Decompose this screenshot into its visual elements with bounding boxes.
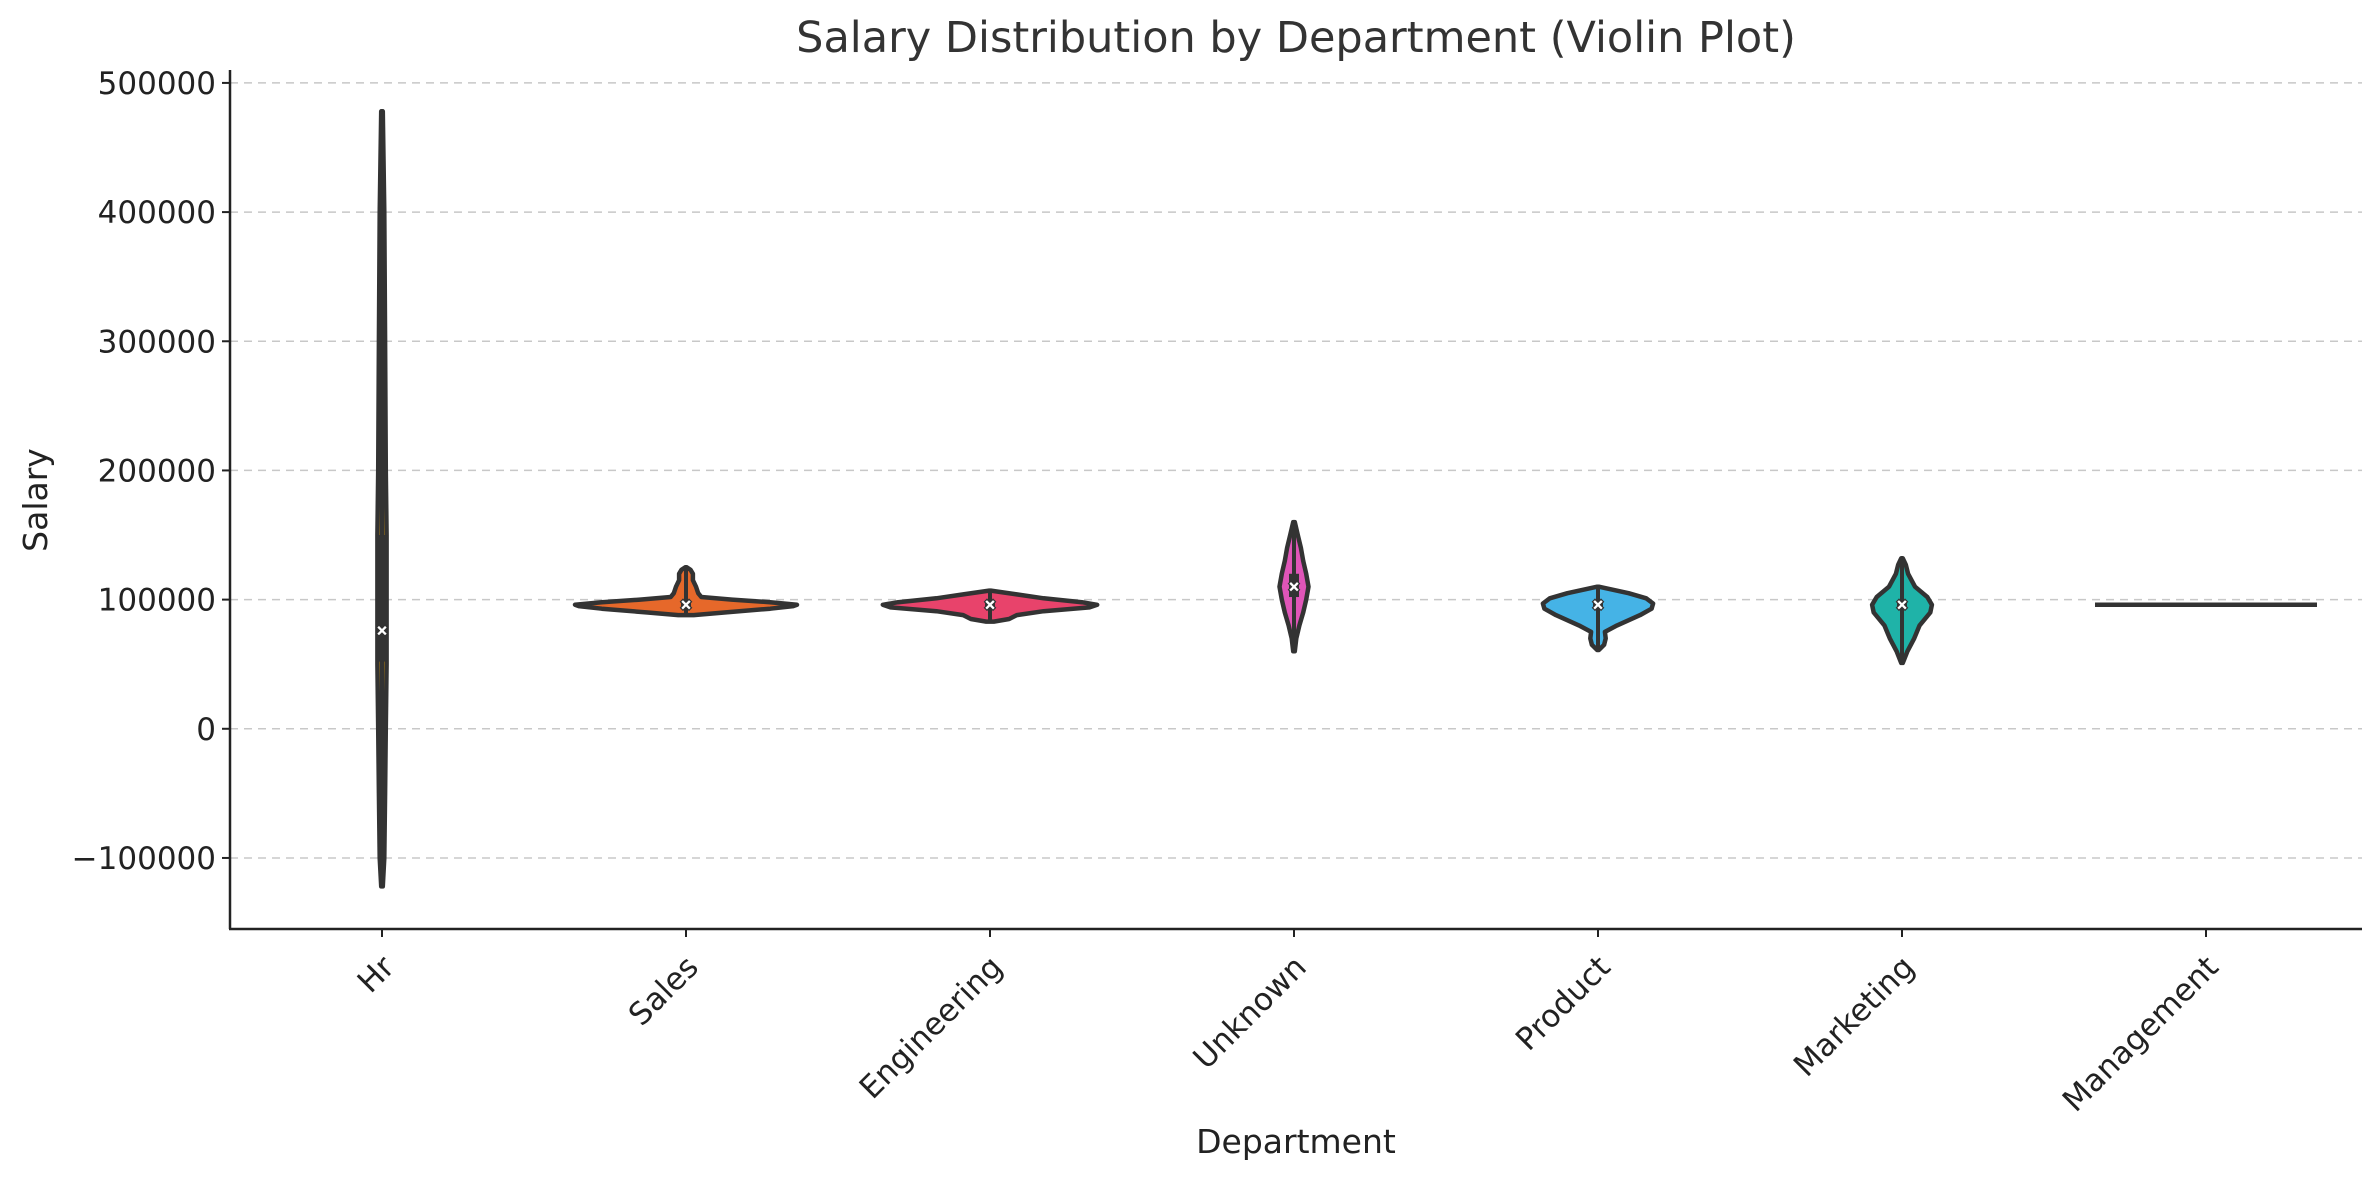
x-axis-label: Department: [1196, 1122, 1396, 1161]
x-tick-label: Hr: [351, 949, 402, 1000]
x-tick-label: Engineering: [853, 949, 1010, 1106]
grid-lines: [230, 82, 2362, 859]
y-tick-label: 500000: [98, 66, 216, 102]
y-tick-label: 300000: [98, 324, 216, 360]
x-tick-label: Management: [2056, 949, 2226, 1119]
y-tick-label: 400000: [98, 195, 216, 231]
violin-product: [1540, 584, 1656, 653]
x-tick-label: Product: [1509, 949, 1618, 1058]
violin-median-marker: [1287, 580, 1301, 594]
x-tick-label: Unknown: [1186, 949, 1313, 1076]
y-tick-label: 0: [196, 712, 216, 748]
x-tick-label: Marketing: [1787, 949, 1922, 1084]
x-tick-label: Sales: [622, 949, 706, 1033]
violin-marketing: [1869, 556, 1935, 666]
y-tick-label: 100000: [98, 583, 216, 619]
violins: [375, 109, 2317, 889]
x-ticks: Hr Sales Engineering Unknown Product Marketin…: [351, 929, 2226, 1119]
violin-median-marker: [983, 598, 997, 612]
y-tick-label: 200000: [98, 453, 216, 489]
axes: [228, 70, 2362, 931]
y-axis-label: Salary: [16, 448, 55, 552]
chart-title: Salary Distribution by Department (Violi…: [796, 13, 1796, 63]
violin-sales: [572, 565, 800, 618]
violin-iqr-box: [377, 535, 387, 662]
violin-median-marker: [375, 624, 389, 637]
violin-median-marker: [1591, 598, 1605, 612]
violin-hr: [375, 109, 389, 889]
violin-median-marker: [1895, 598, 1909, 612]
violin-unknown: [1277, 519, 1311, 654]
y-ticks: 500000 400000 300000 200000 100000 0 −100000: [72, 66, 230, 877]
violin-median-marker: [679, 598, 693, 612]
y-tick-label: −100000: [72, 841, 216, 877]
violin-engineering: [880, 588, 1100, 624]
